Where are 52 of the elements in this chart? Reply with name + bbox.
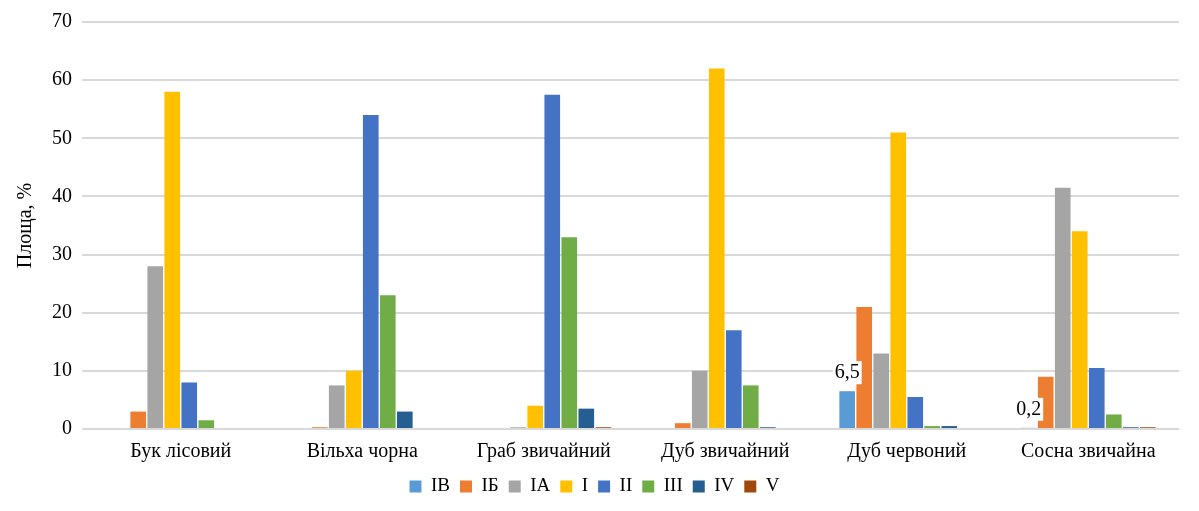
- bar: [198, 420, 215, 428]
- y-tick-label: 20: [52, 299, 72, 322]
- bar: [362, 115, 379, 428]
- y-tick-label: 10: [52, 358, 72, 381]
- y-tick-label: 70: [52, 9, 72, 32]
- bar: [1054, 187, 1071, 428]
- y-tick-label: 50: [52, 125, 72, 148]
- legend-label: V: [765, 474, 780, 496]
- x-tick-label: Дуб звичайний: [661, 439, 790, 463]
- bar: [1105, 414, 1122, 428]
- bar: [396, 411, 413, 428]
- bar: [181, 382, 198, 428]
- bar: [907, 397, 924, 428]
- legend-label: IV: [714, 474, 735, 496]
- bar: [345, 370, 362, 428]
- legend-label: IA: [530, 474, 551, 496]
- bar: [544, 94, 561, 428]
- legend-label: II: [619, 474, 633, 496]
- y-tick-label: 0: [62, 416, 72, 439]
- bar: [1071, 231, 1088, 428]
- y-axis-title: Площа, %: [13, 182, 37, 269]
- legend-label: I: [581, 474, 589, 496]
- data-label: 6,5: [834, 360, 860, 383]
- bar: [578, 408, 595, 428]
- bar: [379, 295, 396, 428]
- data-label: 0,2: [1016, 397, 1042, 420]
- legend-label: IB: [430, 474, 450, 496]
- x-tick-label: Бук лісовий: [130, 439, 232, 463]
- bar: [328, 385, 345, 428]
- bar: [725, 330, 742, 428]
- bar: [1088, 367, 1105, 428]
- bar: [130, 411, 147, 428]
- y-tick-label: 30: [52, 241, 72, 264]
- legend-label: III: [663, 474, 683, 496]
- x-tick-label: Граб звичайний: [476, 439, 612, 463]
- bar: [742, 385, 759, 428]
- bar: [890, 132, 907, 428]
- bar: [147, 266, 164, 428]
- bar: [873, 353, 890, 428]
- y-tick-label: 60: [52, 67, 72, 90]
- y-tick-label: 40: [52, 183, 72, 206]
- bar: [708, 68, 725, 428]
- x-tick-label: Дуб червоний: [847, 439, 967, 463]
- bar: [674, 423, 691, 428]
- x-tick-label: Сосна звичайна: [1020, 439, 1156, 462]
- bar: [839, 391, 856, 428]
- x-tick-label: Вільха чорна: [306, 439, 418, 463]
- bar: [691, 370, 708, 428]
- bar: [164, 91, 181, 428]
- bar: [561, 237, 578, 428]
- legend-label: IБ: [481, 474, 499, 496]
- bar: [527, 405, 544, 428]
